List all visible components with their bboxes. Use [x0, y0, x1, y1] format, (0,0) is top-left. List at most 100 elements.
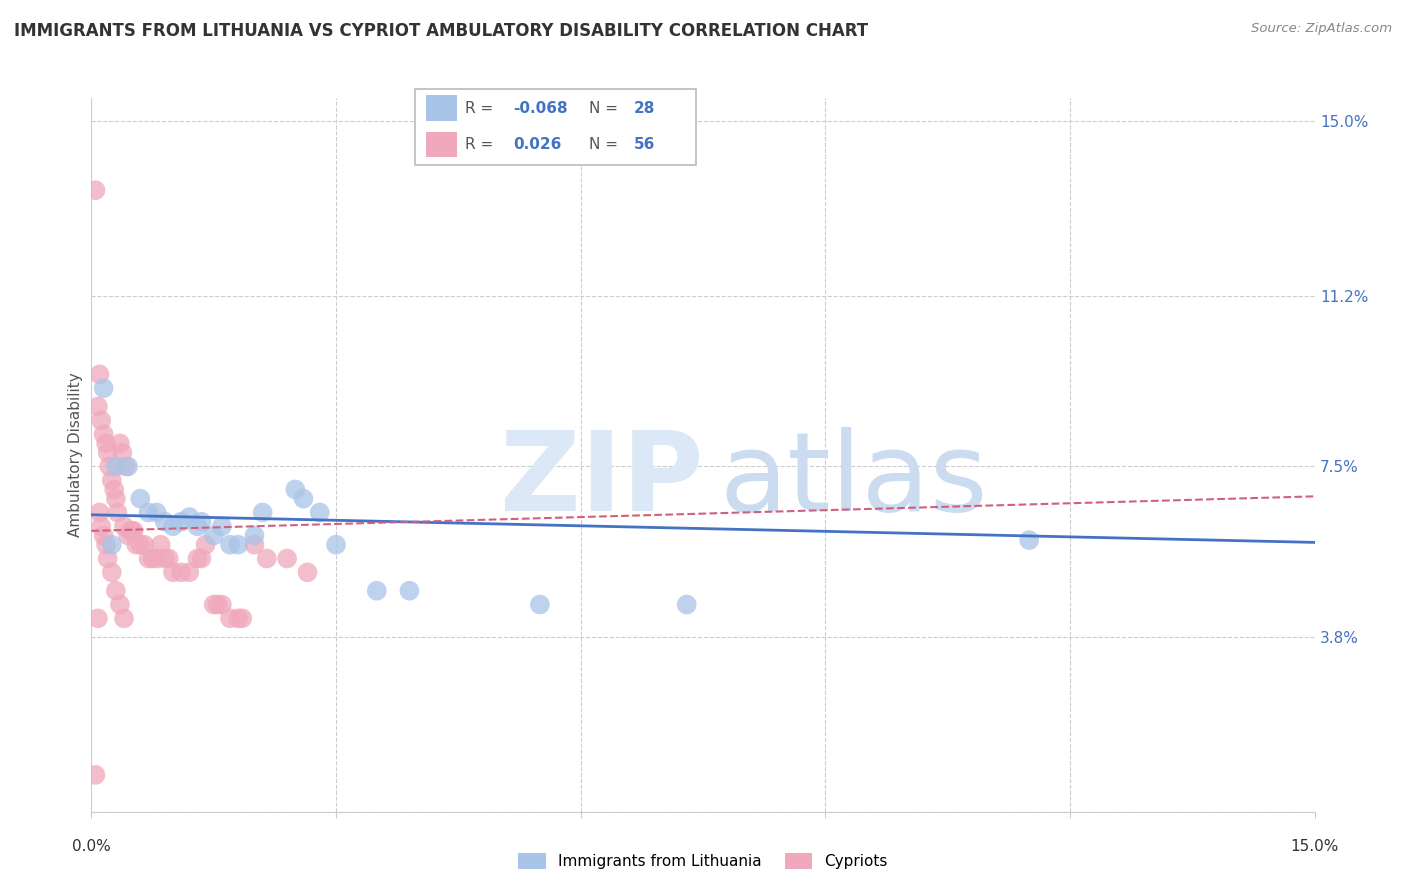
Point: [186, 519, 208, 533]
Point: [141, 551, 163, 566]
Point: [108, 598, 131, 612]
Point: [93, 528, 115, 542]
Point: [190, 515, 212, 529]
Point: [297, 566, 319, 580]
Point: [325, 538, 347, 552]
Point: [179, 510, 201, 524]
Point: [129, 538, 152, 552]
Point: [170, 566, 193, 580]
Point: [117, 459, 139, 474]
Point: [121, 524, 143, 538]
Point: [1018, 533, 1040, 547]
Point: [153, 515, 176, 529]
Point: [111, 445, 134, 459]
Text: ZIP: ZIP: [499, 426, 703, 533]
Text: 28: 28: [634, 101, 655, 116]
Point: [112, 519, 135, 533]
Point: [252, 506, 274, 520]
Point: [145, 506, 167, 520]
Point: [97, 551, 120, 566]
Point: [675, 598, 697, 612]
Text: N =: N =: [589, 101, 623, 116]
Point: [93, 427, 115, 442]
Point: [125, 538, 148, 552]
Point: [194, 538, 217, 552]
Point: [186, 551, 208, 566]
Point: [90, 519, 112, 533]
Point: [179, 566, 201, 580]
Point: [117, 528, 139, 542]
Text: -0.068: -0.068: [513, 101, 568, 116]
Text: atlas: atlas: [720, 426, 988, 533]
Point: [107, 506, 129, 520]
Point: [97, 445, 120, 459]
Point: [90, 413, 112, 427]
Point: [94, 436, 117, 450]
Text: IMMIGRANTS FROM LITHUANIA VS CYPRIOT AMBULATORY DISABILITY CORRELATION CHART: IMMIGRANTS FROM LITHUANIA VS CYPRIOT AMB…: [14, 22, 868, 40]
Point: [170, 515, 193, 529]
Point: [284, 483, 307, 497]
Point: [366, 583, 388, 598]
Text: Source: ZipAtlas.com: Source: ZipAtlas.com: [1251, 22, 1392, 36]
Point: [101, 538, 124, 552]
Legend: Immigrants from Lithuania, Cypriots: Immigrants from Lithuania, Cypriots: [512, 847, 894, 875]
Point: [84, 183, 107, 197]
Point: [89, 368, 111, 382]
Point: [138, 506, 160, 520]
Point: [94, 538, 117, 552]
Point: [122, 524, 145, 538]
Point: [149, 538, 172, 552]
Point: [207, 598, 229, 612]
Point: [292, 491, 315, 506]
Point: [226, 538, 249, 552]
Point: [84, 768, 107, 782]
Point: [219, 538, 242, 552]
Point: [243, 538, 266, 552]
Point: [256, 551, 278, 566]
Point: [190, 551, 212, 566]
Point: [87, 400, 110, 414]
Point: [129, 491, 152, 506]
Point: [153, 551, 176, 566]
Point: [243, 528, 266, 542]
Point: [157, 551, 180, 566]
FancyBboxPatch shape: [415, 89, 696, 165]
Point: [108, 436, 131, 450]
Text: N =: N =: [589, 137, 623, 152]
Point: [529, 598, 551, 612]
Point: [211, 519, 233, 533]
Point: [162, 566, 184, 580]
Point: [226, 611, 249, 625]
Point: [231, 611, 253, 625]
Point: [308, 506, 330, 520]
FancyBboxPatch shape: [426, 132, 457, 158]
Point: [112, 611, 135, 625]
Point: [162, 519, 184, 533]
Point: [104, 491, 127, 506]
Point: [93, 381, 115, 395]
Point: [134, 538, 156, 552]
Point: [211, 598, 233, 612]
Point: [89, 506, 111, 520]
Point: [145, 551, 167, 566]
Text: R =: R =: [465, 101, 499, 116]
Point: [398, 583, 420, 598]
Point: [138, 551, 160, 566]
Point: [104, 583, 127, 598]
Point: [98, 459, 121, 474]
Point: [114, 459, 136, 474]
Point: [103, 483, 125, 497]
Y-axis label: Ambulatory Disability: Ambulatory Disability: [67, 373, 83, 537]
Text: 56: 56: [634, 137, 655, 152]
Point: [202, 598, 225, 612]
Point: [101, 473, 124, 487]
FancyBboxPatch shape: [426, 95, 457, 121]
Point: [87, 611, 110, 625]
Point: [101, 566, 124, 580]
Point: [120, 524, 142, 538]
Text: 0.0%: 0.0%: [72, 839, 111, 855]
Point: [104, 459, 127, 474]
Text: 0.026: 0.026: [513, 137, 561, 152]
Text: R =: R =: [465, 137, 503, 152]
Point: [219, 611, 242, 625]
